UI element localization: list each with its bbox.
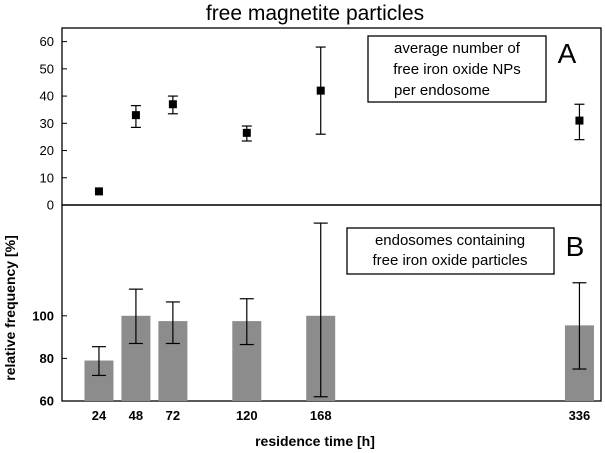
panel-a-legend-line-2: free iron oxide NPs	[393, 61, 521, 78]
panel-a-data-point	[131, 111, 140, 120]
panel-b-y-axis: 60 80 100	[32, 308, 67, 409]
panel-a-legend-line-1: average number of	[394, 40, 521, 57]
y-axis-label: relative frequency [%]	[2, 235, 18, 381]
panel-b-y-tick-label: 100	[32, 308, 54, 323]
panel-b-y-tick-label: 80	[40, 351, 54, 366]
panel-a-y-tick-label: 20	[40, 143, 54, 158]
panel-a-y-tick-label: 40	[40, 89, 54, 104]
panel-b: 60 80 100 24 48 72 120 168 336 endosomes contai…	[2, 204, 602, 449]
x-tick-label: 120	[236, 408, 258, 423]
panel-a: 0 10 20 30 40 50 60 average number of free iro…	[40, 27, 602, 213]
panel-a-y-tick-label: 60	[40, 34, 54, 49]
panel-b-x-axis: 24 48 72 120 168 336	[92, 408, 591, 423]
x-tick-label: 48	[129, 408, 143, 423]
panel-b-legend-line-2: free iron oxide particles	[372, 252, 527, 269]
panel-a-y-axis: 0 10 20 30 40 50 60	[40, 34, 67, 213]
panel-a-data	[94, 46, 585, 196]
x-axis-label: residence time [h]	[255, 433, 375, 449]
x-tick-label: 336	[569, 408, 591, 423]
panel-b-legend: endosomes containing free iron oxide par…	[346, 227, 555, 275]
x-tick-label: 72	[166, 408, 180, 423]
panel-a-legend-line-3: per endosome	[394, 82, 490, 99]
panel-a-data-point	[242, 128, 251, 137]
chart-title: free magnetite particles	[206, 2, 424, 25]
panel-a-data-point	[168, 100, 177, 109]
panel-a-label: A	[558, 38, 577, 69]
panel-a-y-tick-label: 10	[40, 170, 54, 185]
panel-b-label: B	[566, 231, 585, 262]
panel-a-data-point	[575, 116, 584, 125]
x-tick-label: 168	[310, 408, 332, 423]
panel-b-legend-box	[346, 227, 555, 275]
panel-a-y-tick-label: 30	[40, 116, 54, 131]
panel-b-legend-line-1: endosomes containing	[375, 232, 525, 249]
panel-b-data	[84, 222, 594, 401]
panel-a-data-point	[94, 187, 103, 196]
panel-a-data-point	[316, 86, 325, 95]
panel-a-legend: average number of free iron oxide NPs pe…	[367, 35, 547, 103]
panel-a-y-tick-label: 0	[47, 198, 54, 213]
panel-b-y-tick-label: 60	[40, 394, 54, 409]
x-tick-label: 24	[92, 408, 107, 423]
panel-a-y-tick-label: 50	[40, 61, 54, 76]
panel-a-legend-box	[367, 35, 547, 103]
